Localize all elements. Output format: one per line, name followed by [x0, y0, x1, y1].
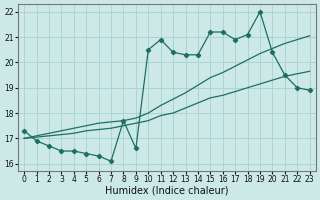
X-axis label: Humidex (Indice chaleur): Humidex (Indice chaleur)	[105, 186, 229, 196]
